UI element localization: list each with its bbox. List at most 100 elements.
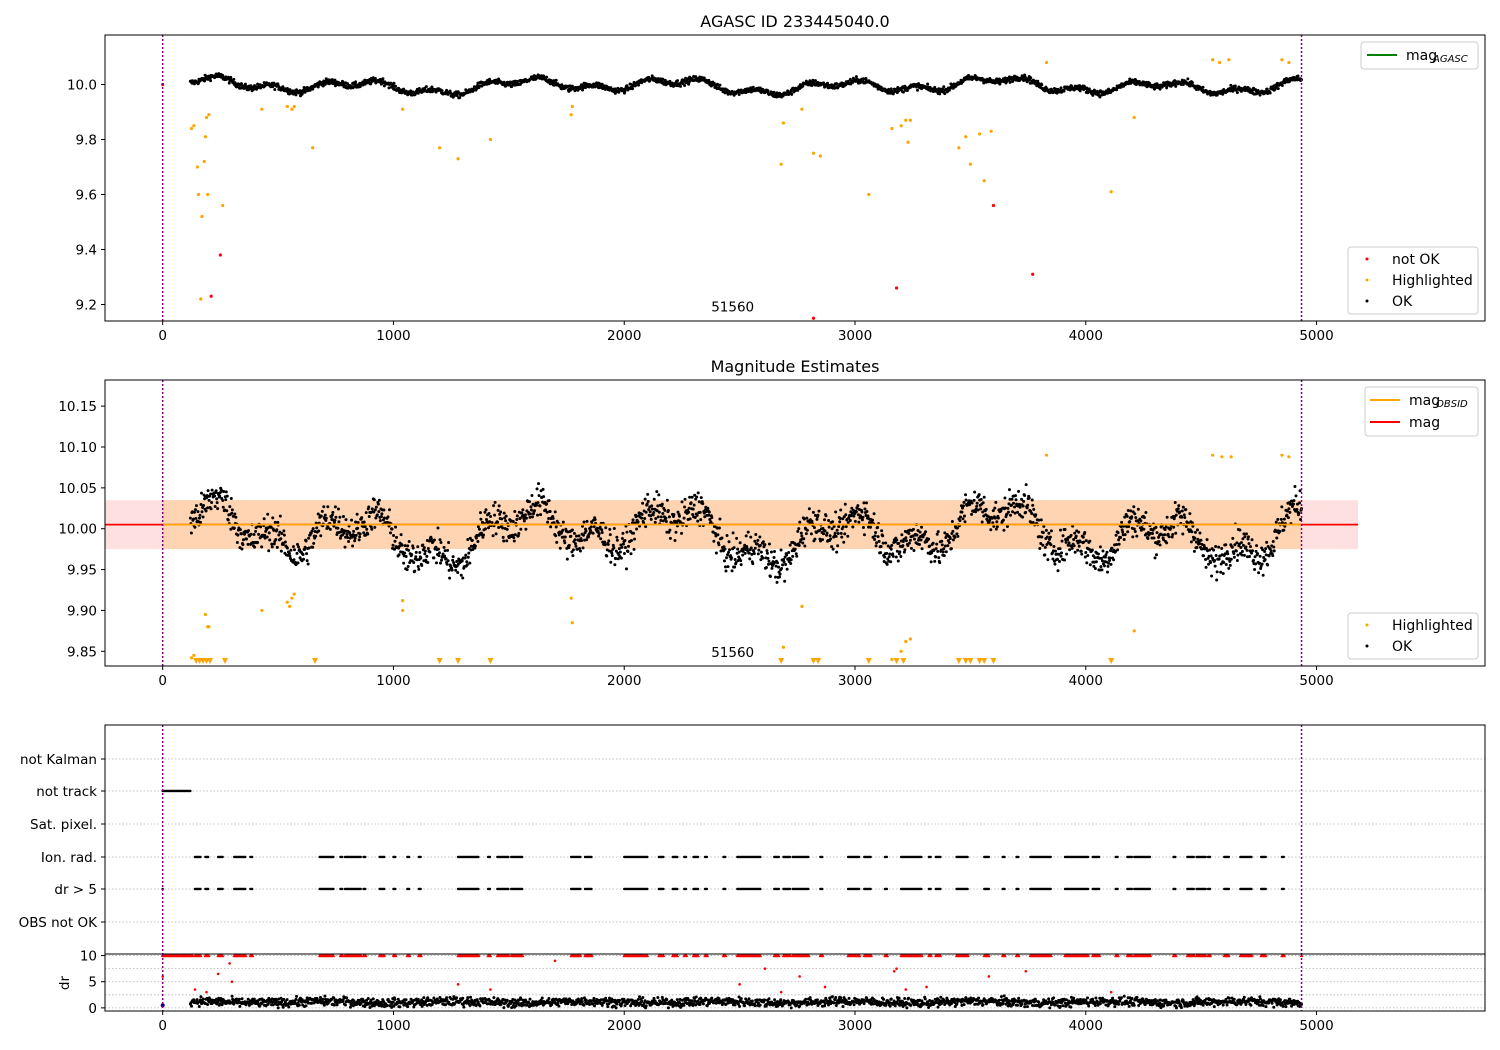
data-point bbox=[1133, 512, 1137, 516]
data-point bbox=[289, 548, 293, 552]
data-point bbox=[240, 547, 244, 551]
data-point bbox=[358, 532, 362, 536]
data-point bbox=[238, 528, 242, 532]
data-point bbox=[644, 525, 648, 529]
data-point bbox=[608, 533, 612, 537]
data-point bbox=[1287, 455, 1291, 459]
data-point bbox=[1293, 485, 1297, 489]
data-point bbox=[1058, 547, 1062, 551]
data-point bbox=[532, 509, 536, 513]
data-point bbox=[629, 552, 633, 556]
data-point bbox=[600, 531, 604, 535]
data-point bbox=[1254, 562, 1258, 566]
data-point bbox=[915, 533, 919, 537]
data-point bbox=[1255, 544, 1259, 548]
data-point bbox=[865, 509, 869, 513]
data-point bbox=[574, 544, 578, 548]
flag-point bbox=[777, 855, 781, 859]
data-point bbox=[436, 547, 440, 551]
data-point bbox=[873, 538, 877, 542]
data-point bbox=[1043, 545, 1047, 549]
data-point bbox=[225, 509, 229, 513]
data-point bbox=[1090, 548, 1094, 552]
data-point bbox=[439, 561, 443, 565]
data-point bbox=[766, 556, 770, 560]
data-point bbox=[402, 561, 406, 565]
data-point bbox=[311, 527, 315, 531]
data-point bbox=[188, 516, 192, 520]
data-point bbox=[1142, 527, 1146, 531]
data-point bbox=[1282, 517, 1286, 521]
data-point bbox=[620, 545, 624, 549]
data-point bbox=[553, 510, 557, 514]
data-point bbox=[555, 540, 559, 544]
data-point bbox=[633, 537, 637, 541]
data-point bbox=[1008, 80, 1012, 84]
data-point bbox=[200, 491, 203, 495]
data-point bbox=[692, 503, 696, 507]
data-point bbox=[199, 297, 203, 301]
data-point bbox=[803, 544, 807, 548]
data-point bbox=[743, 551, 747, 555]
data-point bbox=[919, 538, 923, 542]
data-point bbox=[643, 517, 647, 521]
data-point bbox=[917, 82, 921, 86]
data-point bbox=[373, 76, 377, 80]
data-point bbox=[437, 554, 441, 558]
data-point bbox=[996, 516, 1000, 520]
data-point bbox=[781, 121, 786, 125]
data-point bbox=[935, 542, 939, 546]
data-point bbox=[393, 547, 397, 551]
data-point bbox=[885, 562, 889, 566]
data-point bbox=[1119, 536, 1123, 540]
data-point bbox=[848, 519, 852, 523]
data-point bbox=[748, 557, 752, 561]
data-point bbox=[857, 520, 861, 524]
data-point bbox=[365, 527, 369, 531]
line-legend: mag OBSID mag bbox=[1364, 386, 1479, 437]
data-point bbox=[1241, 543, 1245, 547]
data-point bbox=[1128, 520, 1132, 524]
data-point bbox=[204, 115, 209, 120]
data-point bbox=[1222, 561, 1226, 565]
data-point bbox=[479, 517, 483, 521]
data-point bbox=[1219, 570, 1223, 574]
data-point bbox=[206, 506, 210, 510]
data-point bbox=[993, 516, 997, 520]
data-point bbox=[796, 529, 800, 533]
data-point bbox=[1052, 544, 1056, 548]
data-point bbox=[1165, 515, 1169, 519]
data-point bbox=[813, 537, 817, 541]
flag-point bbox=[759, 855, 762, 859]
data-point bbox=[829, 537, 833, 541]
data-point bbox=[357, 538, 361, 542]
data-point bbox=[776, 561, 780, 565]
data-point bbox=[763, 543, 767, 547]
data-point bbox=[1244, 532, 1248, 536]
data-point bbox=[800, 534, 804, 538]
data-point bbox=[1173, 501, 1177, 505]
data-point bbox=[584, 529, 588, 533]
data-point bbox=[607, 539, 611, 543]
data-point bbox=[813, 79, 817, 83]
data-point bbox=[1288, 510, 1292, 514]
data-point bbox=[517, 532, 521, 536]
data-point bbox=[674, 530, 678, 534]
data-point bbox=[1099, 565, 1103, 569]
data-point bbox=[1188, 512, 1192, 516]
data-point bbox=[1002, 528, 1006, 532]
data-point bbox=[637, 83, 641, 87]
data-point bbox=[1192, 549, 1196, 553]
data-point bbox=[866, 514, 870, 518]
data-point bbox=[1100, 559, 1104, 563]
data-point bbox=[1044, 453, 1049, 457]
data-point bbox=[862, 533, 866, 537]
data-point bbox=[874, 530, 878, 534]
data-point bbox=[1072, 544, 1076, 548]
data-point bbox=[1295, 507, 1299, 511]
data-point bbox=[279, 549, 283, 553]
data-point bbox=[1082, 540, 1086, 544]
data-point bbox=[282, 533, 286, 537]
data-point bbox=[203, 135, 207, 139]
data-point bbox=[641, 501, 645, 505]
